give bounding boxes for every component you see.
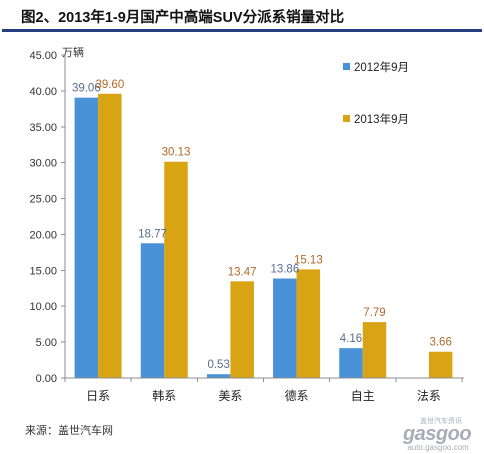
series-2-bar (98, 93, 122, 378)
series-2-value-label: 15.13 (294, 254, 323, 266)
y-tick-label: 45.00 (29, 50, 57, 62)
axes: 0.00 5.00 10.00 15.00 20.00 25.00 30.00 35.00 40… (29, 50, 464, 403)
data-labels-layer: 39.06 18.77 0.53 13.86 4.16 39.60 30.13 13.47 15… (72, 79, 452, 371)
watermark-brand-text: gasgoo (402, 423, 471, 445)
bars-layer (74, 93, 453, 378)
legend-swatch-series-2 (343, 115, 350, 122)
legend-label-series-2: 2013年9月 (354, 112, 409, 126)
series-2-value-label: 39.60 (95, 79, 124, 91)
series-1-bar (206, 374, 231, 378)
legend-swatch-series-1 (343, 63, 350, 70)
y-tick-label: 25.00 (29, 194, 57, 206)
legend: 2012年9月 2013年9月 (343, 60, 409, 126)
legend-label-series-1: 2012年9月 (354, 60, 409, 74)
series-2-value-label: 3.66 (429, 337, 451, 349)
y-tick-label: 40.00 (29, 86, 57, 98)
series-2-value-label: 30.13 (162, 147, 191, 159)
source-note: 来源：盖世汽车网 (25, 423, 113, 437)
series-1-value-label: 18.77 (138, 228, 167, 240)
series-2-bar (362, 322, 387, 378)
y-tick-label: 10.00 (29, 301, 57, 313)
series-2-bar (428, 351, 453, 378)
series-2-bar (164, 161, 188, 378)
y-axis-unit-label: 万辆 (62, 45, 84, 59)
series-1-value-label: 39.06 (72, 83, 101, 95)
series-1-bar (74, 97, 99, 378)
gasgoo-watermark-logo: 盖世汽车资讯 gasgoo auto.gasgoo.com (402, 416, 472, 452)
chart-title: 图2、2013年1-9月国产中高端SUV分派系销量对比 (21, 8, 344, 26)
y-tick-label: 5.00 (36, 337, 57, 349)
series-2-bar (230, 281, 254, 378)
x-category-label: 美系 (218, 389, 242, 403)
x-category-label: 日系 (86, 389, 110, 403)
watermark-cn-text: 盖世汽车资讯 (420, 416, 462, 425)
series-1-value-label: 4.16 (340, 333, 362, 345)
series-1-bar (140, 243, 165, 378)
series-1-bar (273, 278, 297, 378)
series-2-value-label: 13.47 (228, 266, 257, 278)
y-tick-label: 0.00 (36, 373, 57, 385)
series-2-value-label: 7.79 (363, 307, 385, 319)
title-underline (2, 29, 482, 32)
x-category-label: 韩系 (152, 388, 176, 403)
y-tick-label: 30.00 (29, 158, 57, 170)
series-1-value-label: 0.53 (207, 359, 229, 371)
watermark-url-text: auto.gasgoo.com (407, 443, 469, 452)
x-category-label: 法系 (417, 389, 441, 403)
series-2-bar (296, 269, 321, 378)
y-tick-label: 35.00 (29, 122, 57, 134)
x-category-label: 自主 (351, 389, 375, 403)
y-tick-label: 20.00 (29, 229, 57, 241)
y-tick-label: 15.00 (29, 265, 57, 277)
series-1-value-label: 13.86 (270, 264, 299, 276)
x-category-label: 德系 (285, 388, 309, 403)
series-1-bar (339, 348, 363, 378)
